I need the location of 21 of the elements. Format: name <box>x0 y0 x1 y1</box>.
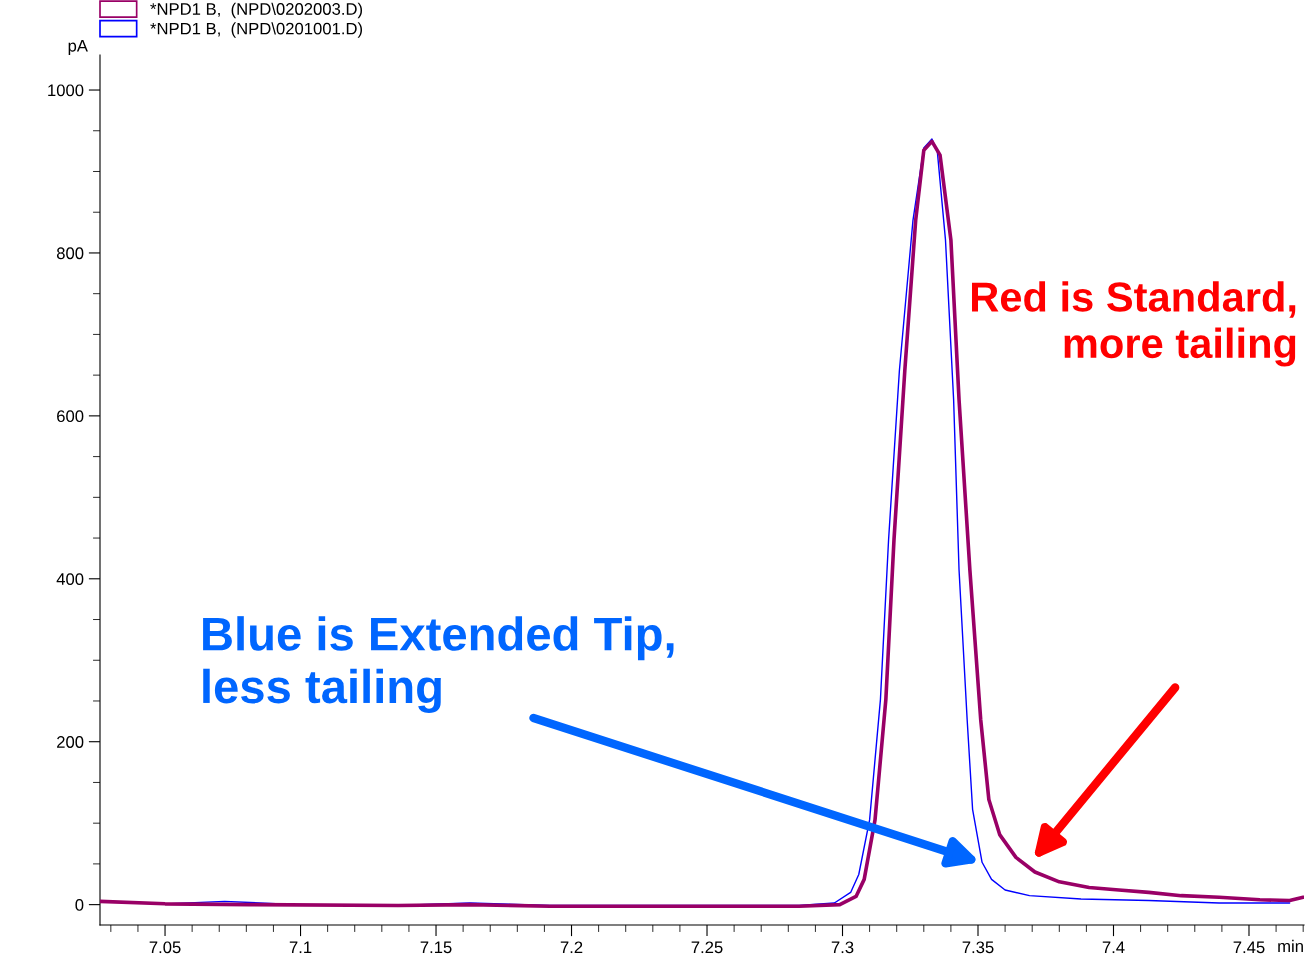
y-tick-label: 1000 <box>48 84 84 97</box>
x-tick-label: 7.25 <box>691 941 723 954</box>
x-tick-label: 7.3 <box>831 941 854 954</box>
x-tick-label: 7.15 <box>420 941 452 954</box>
legend-label: *NPD1 B, (NPD\0202003.D) <box>150 2 363 19</box>
x-tick-label: 7.05 <box>149 941 181 954</box>
legend-label: *NPD1 B, (NPD\0201001.D) <box>150 22 363 38</box>
annotation: Blue is Extended Tip, less tailing <box>203 616 674 713</box>
y-tick-label: 0 <box>75 899 84 911</box>
x-tick-label: 7.45 <box>1233 941 1265 954</box>
x-axis-title: min <box>1278 939 1303 952</box>
annotation: Red is Standard, more tailing <box>972 281 1296 367</box>
y-axis-title: pA <box>68 40 88 55</box>
y-tick-label: 600 <box>57 410 84 423</box>
x-tick-label: 7.35 <box>962 941 994 954</box>
y-tick-label: 200 <box>57 736 84 748</box>
y-tick-label: 800 <box>56 247 84 260</box>
y-tick-label: 400 <box>56 573 84 585</box>
x-tick-label: 7.2 <box>560 941 583 954</box>
x-tick-label: 7.4 <box>1102 941 1125 954</box>
x-tick-label: 7.1 <box>289 941 312 954</box>
